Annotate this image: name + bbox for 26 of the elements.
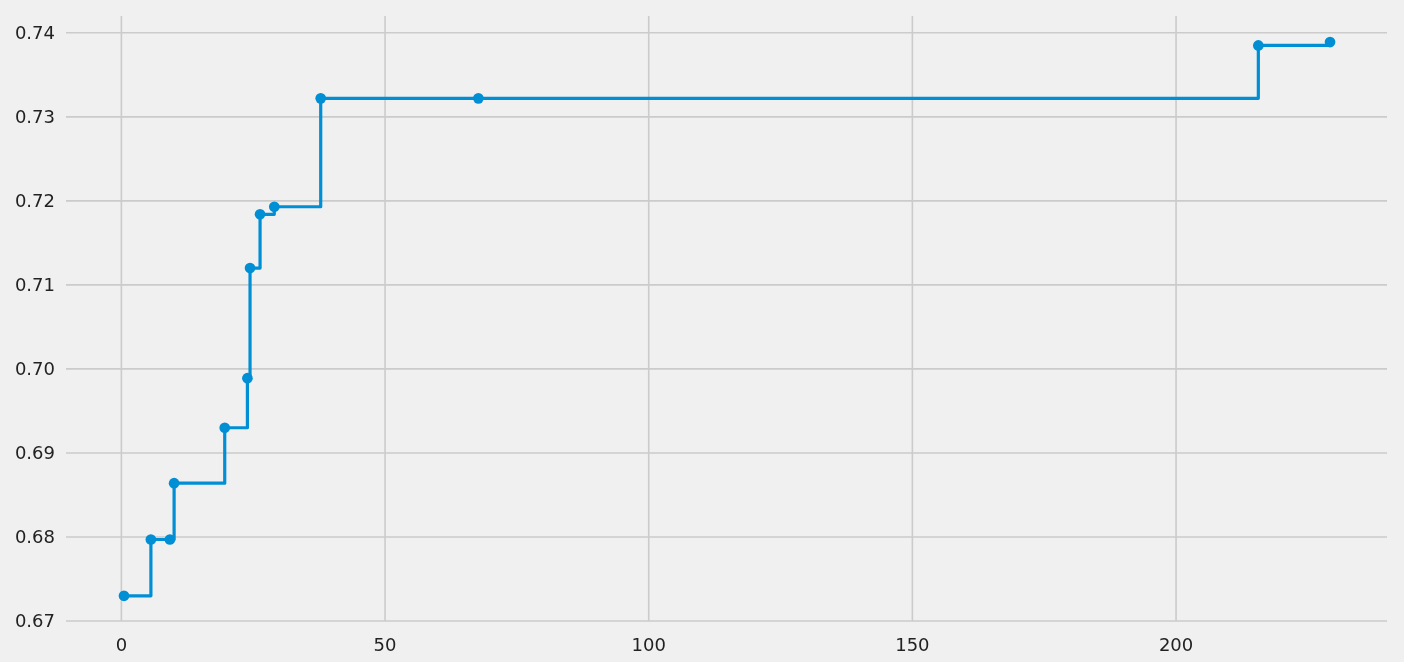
x-tick-label: 50	[373, 634, 397, 655]
x-tick-label: 0	[115, 634, 128, 655]
y-tick-label: 0.74	[14, 22, 55, 44]
x-tick-label: 100	[631, 634, 666, 655]
y-tick-label: 0.72	[14, 190, 55, 212]
point	[118, 590, 130, 602]
y-tick-label: 0.73	[14, 106, 55, 128]
point	[473, 93, 484, 104]
point	[254, 208, 266, 220]
x-tick-label: 200	[1158, 634, 1194, 655]
y-tick-label: 0.68	[14, 526, 55, 548]
y-tick-label: 0.69	[14, 442, 55, 464]
x-tick-label: 150	[895, 634, 930, 655]
point	[244, 262, 256, 274]
point	[1252, 40, 1264, 51]
y-tick-label: 0.70	[14, 358, 55, 380]
point	[1324, 36, 1336, 48]
point	[268, 201, 280, 213]
point	[168, 477, 180, 489]
point	[145, 534, 157, 545]
point	[164, 534, 176, 545]
point	[242, 372, 253, 384]
point	[315, 93, 327, 104]
y-tick-label: 0.71	[14, 274, 55, 296]
point	[219, 422, 231, 434]
y-tick-label: 0.67	[14, 610, 55, 632]
